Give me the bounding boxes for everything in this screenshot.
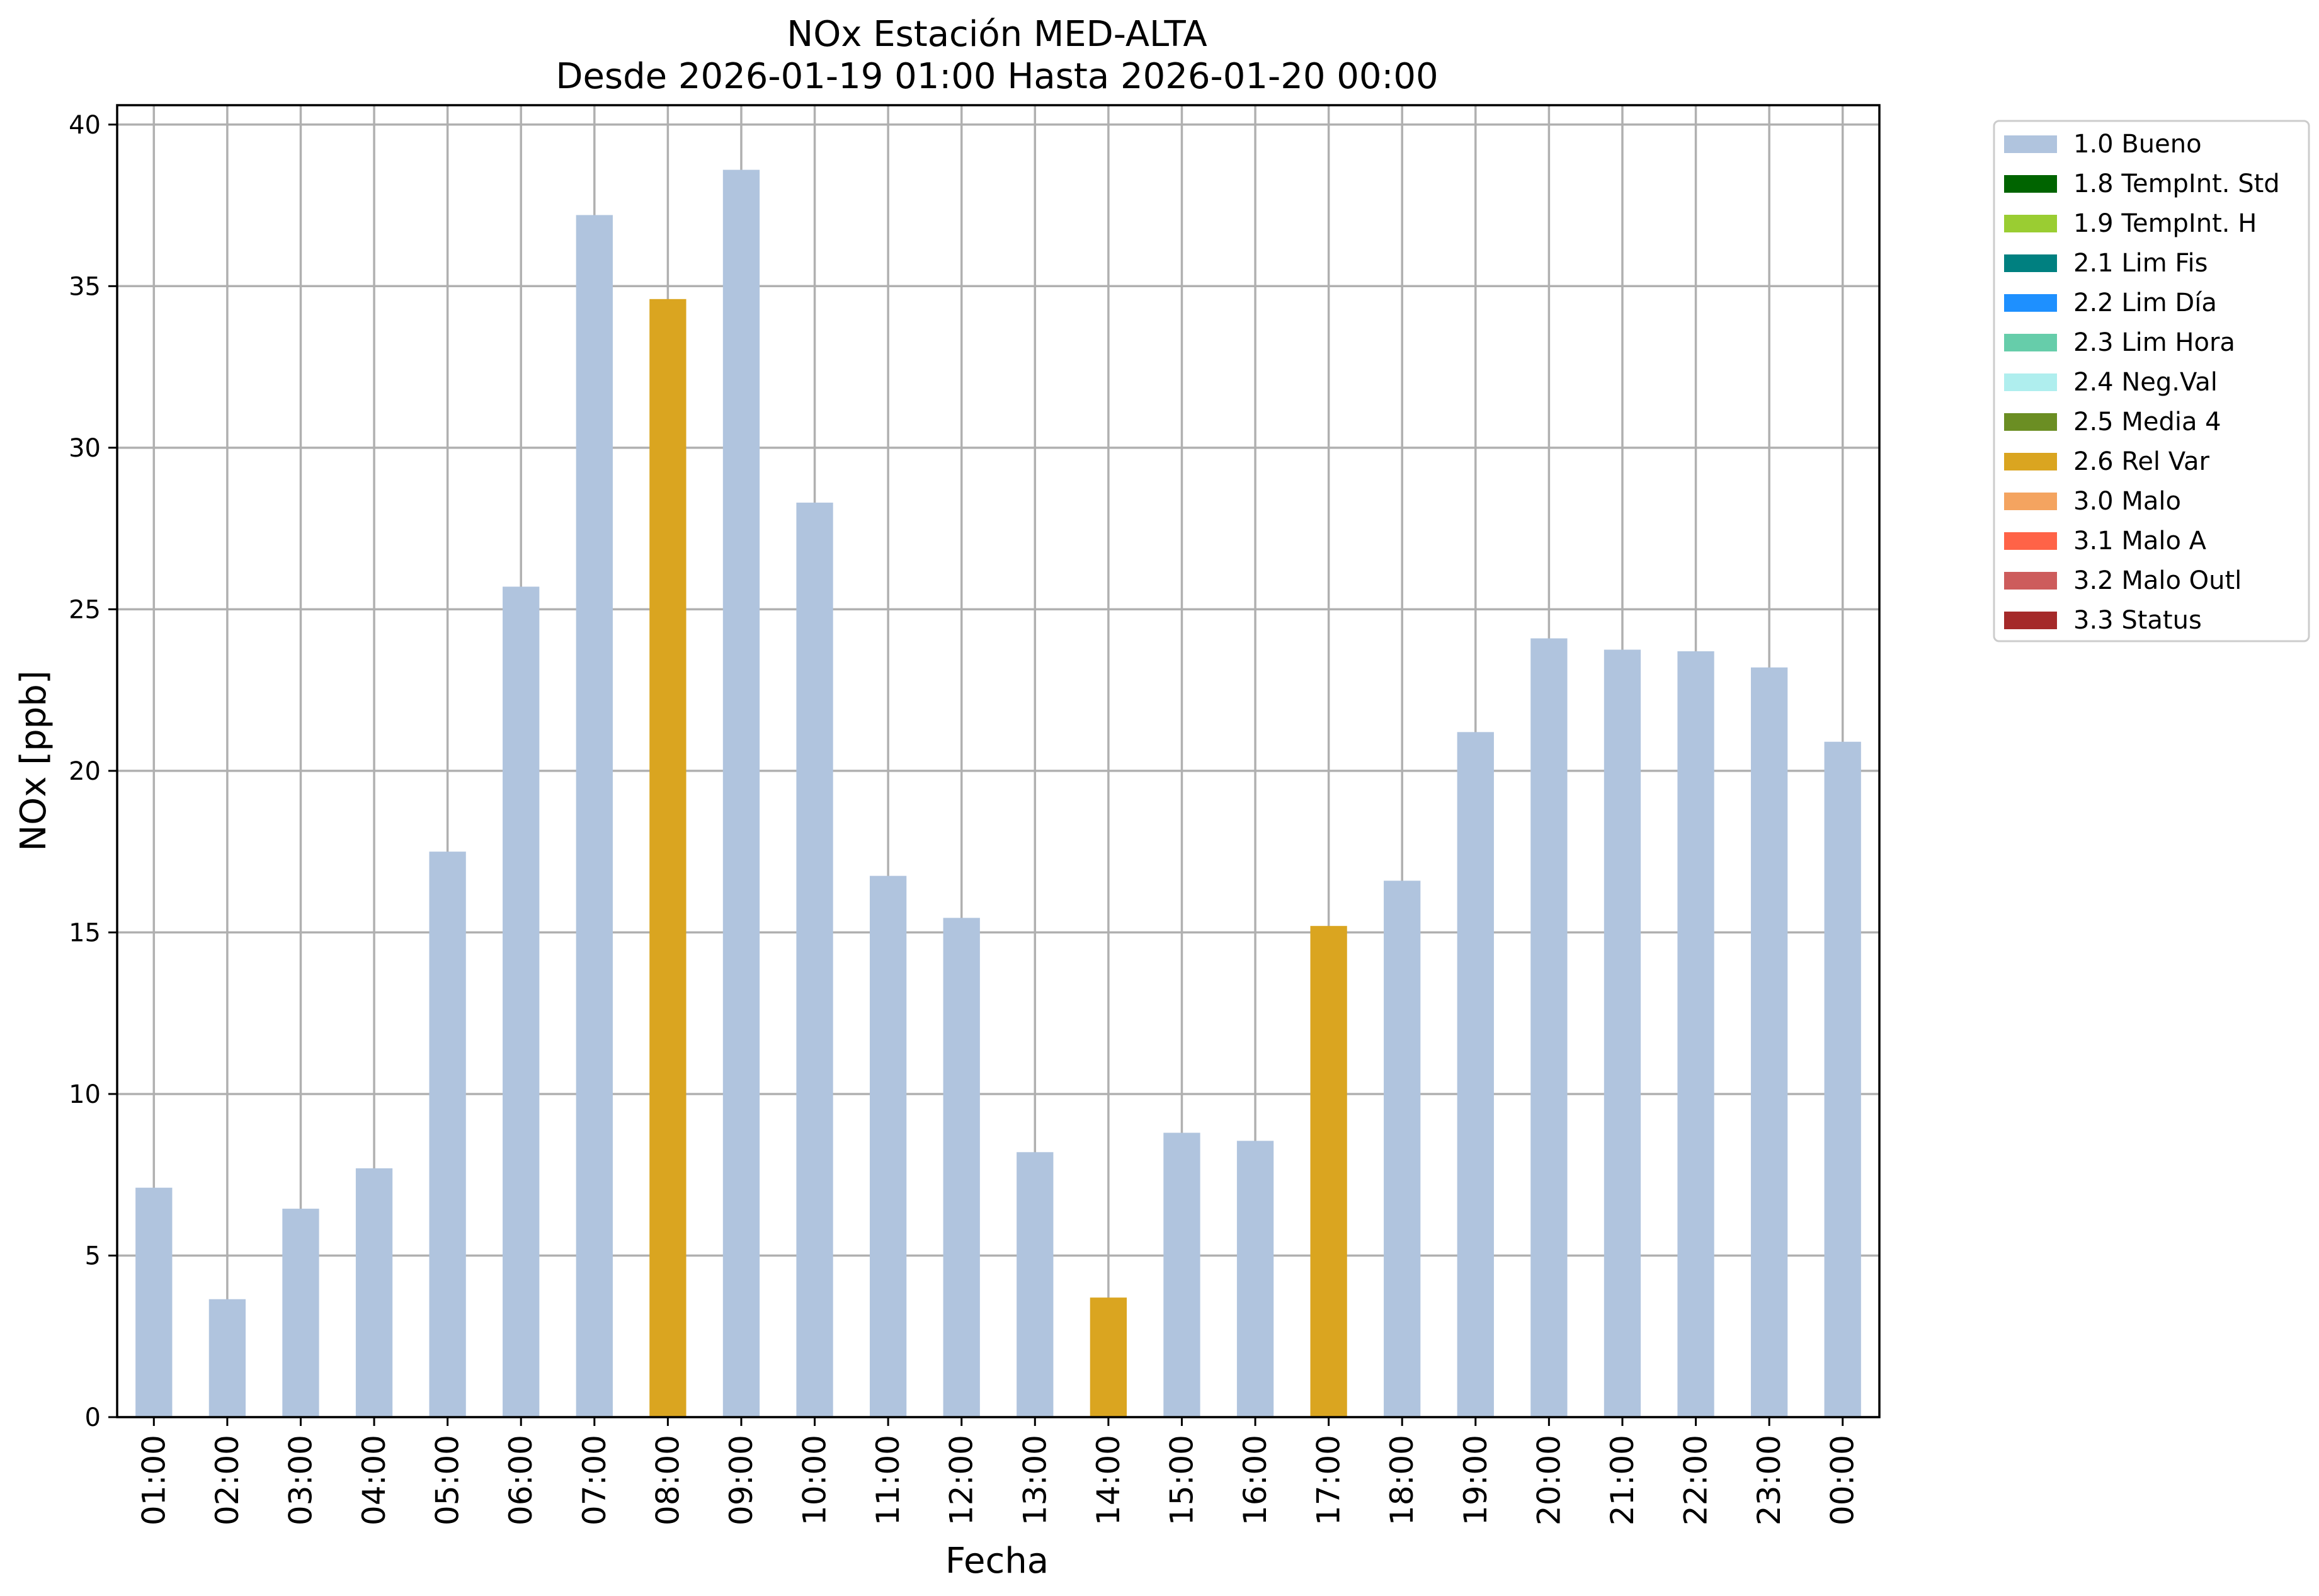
chart-title: NOx Estación MED-ALTA [787, 14, 1207, 55]
x-tick-label: 05:00 [430, 1435, 466, 1525]
x-axis-label: Fecha [945, 1541, 1049, 1582]
x-tick-label: 02:00 [209, 1435, 246, 1525]
legend-label: 1.0 Bueno [2073, 130, 2202, 159]
bar-1200 [943, 918, 980, 1417]
bar-0100 [135, 1187, 173, 1417]
x-tick-label: 22:00 [1678, 1435, 1714, 1525]
legend-label: 2.2 Lim Día [2073, 288, 2217, 317]
x-tick-label: 16:00 [1237, 1435, 1273, 1525]
legend-swatch [2004, 215, 2057, 232]
axis-ticks: 0 5 10 15 20 25 30 35 40 01:00 02:00 03:00 04:00 05:0… [69, 111, 1861, 1525]
legend-swatch [2004, 493, 2057, 510]
bars [135, 169, 1861, 1418]
bar-1000 [796, 503, 833, 1417]
y-tick-label: 0 [85, 1403, 101, 1432]
plot-frame [116, 104, 1881, 1418]
legend-swatch [2004, 294, 2057, 312]
x-tick-label: 10:00 [797, 1435, 833, 1525]
bar-1700 [1310, 926, 1347, 1417]
legend-swatch [2004, 175, 2057, 193]
y-tick-label: 15 [69, 918, 101, 947]
y-tick-label: 30 [69, 434, 101, 463]
legend-swatch [2004, 612, 2057, 629]
legend-frame [1993, 120, 2310, 642]
legend-swatch [2004, 373, 2057, 391]
bar-1600 [1236, 1141, 1274, 1417]
legend-label: 2.4 Neg.Val [2073, 368, 2218, 397]
x-tick-label: 17:00 [1311, 1435, 1347, 1525]
x-tick-label: 14:00 [1090, 1435, 1127, 1525]
bar-1900 [1457, 732, 1494, 1417]
bar-0200 [208, 1299, 246, 1417]
x-tick-label: 00:00 [1825, 1435, 1861, 1525]
y-tick-label: 35 [69, 272, 101, 301]
x-tick-label: 07:00 [576, 1435, 613, 1525]
legend-label: 2.1 Lim Fis [2073, 249, 2208, 278]
y-tick-label: 40 [69, 111, 101, 140]
x-tick-label: 06:00 [503, 1435, 539, 1525]
x-tick-label: 03:00 [282, 1435, 319, 1525]
x-tick-label: 21:00 [1604, 1435, 1641, 1525]
legend-label: 1.8 TempInt. Std [2073, 169, 2280, 198]
bar-1100 [869, 875, 907, 1417]
bar-0000 [1824, 741, 1861, 1417]
legend-swatch [2004, 413, 2057, 431]
x-tick-label: 13:00 [1017, 1435, 1053, 1525]
bar-2200 [1677, 651, 1714, 1417]
legend-swatch [2004, 572, 2057, 590]
bar-2000 [1530, 638, 1568, 1417]
x-tick-label: 11:00 [870, 1435, 906, 1525]
legend-label: 3.2 Malo Outl [2073, 566, 2242, 595]
bar-2300 [1750, 667, 1788, 1417]
bar-1300 [1017, 1152, 1054, 1417]
bar-1800 [1384, 881, 1421, 1417]
legend-swatch [2004, 334, 2057, 351]
legend-label: 2.5 Media 4 [2073, 408, 2221, 436]
legend-label: 3.3 Status [2073, 606, 2202, 635]
x-tick-label: 15:00 [1163, 1435, 1200, 1525]
legend-label: 3.1 Malo A [2073, 527, 2207, 556]
x-tick-label: 09:00 [723, 1435, 760, 1525]
x-tick-label: 19:00 [1457, 1435, 1494, 1525]
legend-swatch [2004, 254, 2057, 272]
legend-swatch [2004, 135, 2057, 153]
bar-1400 [1090, 1297, 1127, 1417]
x-tick-label: 20:00 [1530, 1435, 1567, 1525]
x-tick-label: 04:00 [356, 1435, 392, 1525]
bar-0400 [355, 1168, 393, 1417]
y-tick-label: 25 [69, 595, 101, 624]
bar-0300 [282, 1209, 319, 1417]
x-tick-label: 08:00 [649, 1435, 686, 1525]
legend: 1.0 Bueno 1.8 TempInt. Std 1.9 TempInt. H 2… [1993, 120, 2310, 642]
bar-0800 [649, 299, 687, 1417]
y-axis-label: NOx [ppb] [13, 670, 54, 851]
x-tick-label: 18:00 [1384, 1435, 1420, 1525]
y-tick-label: 20 [69, 757, 101, 786]
legend-label: 1.9 TempInt. H [2073, 209, 2257, 238]
x-tick-label: 12:00 [943, 1435, 980, 1525]
legend-label: 2.6 Rel Var [2073, 447, 2210, 476]
legend-swatch [2004, 453, 2057, 470]
y-tick-label: 10 [69, 1080, 101, 1109]
bar-0600 [503, 586, 540, 1418]
legend-label: 3.0 Malo [2073, 487, 2181, 516]
legend-label: 2.3 Lim Hora [2073, 328, 2235, 357]
chart-subtitle: Desde 2026-01-19 01:00 Hasta 2026-01-20 … [556, 56, 1438, 97]
bar-2100 [1604, 649, 1641, 1417]
bar-0900 [722, 169, 760, 1417]
x-tick-label: 01:00 [135, 1435, 172, 1525]
bar-0700 [576, 215, 613, 1417]
legend-swatch [2004, 532, 2057, 550]
y-tick-label: 5 [85, 1241, 101, 1270]
x-tick-label: 23:00 [1751, 1435, 1787, 1525]
bar-1500 [1163, 1132, 1200, 1417]
bar-0500 [429, 852, 466, 1417]
